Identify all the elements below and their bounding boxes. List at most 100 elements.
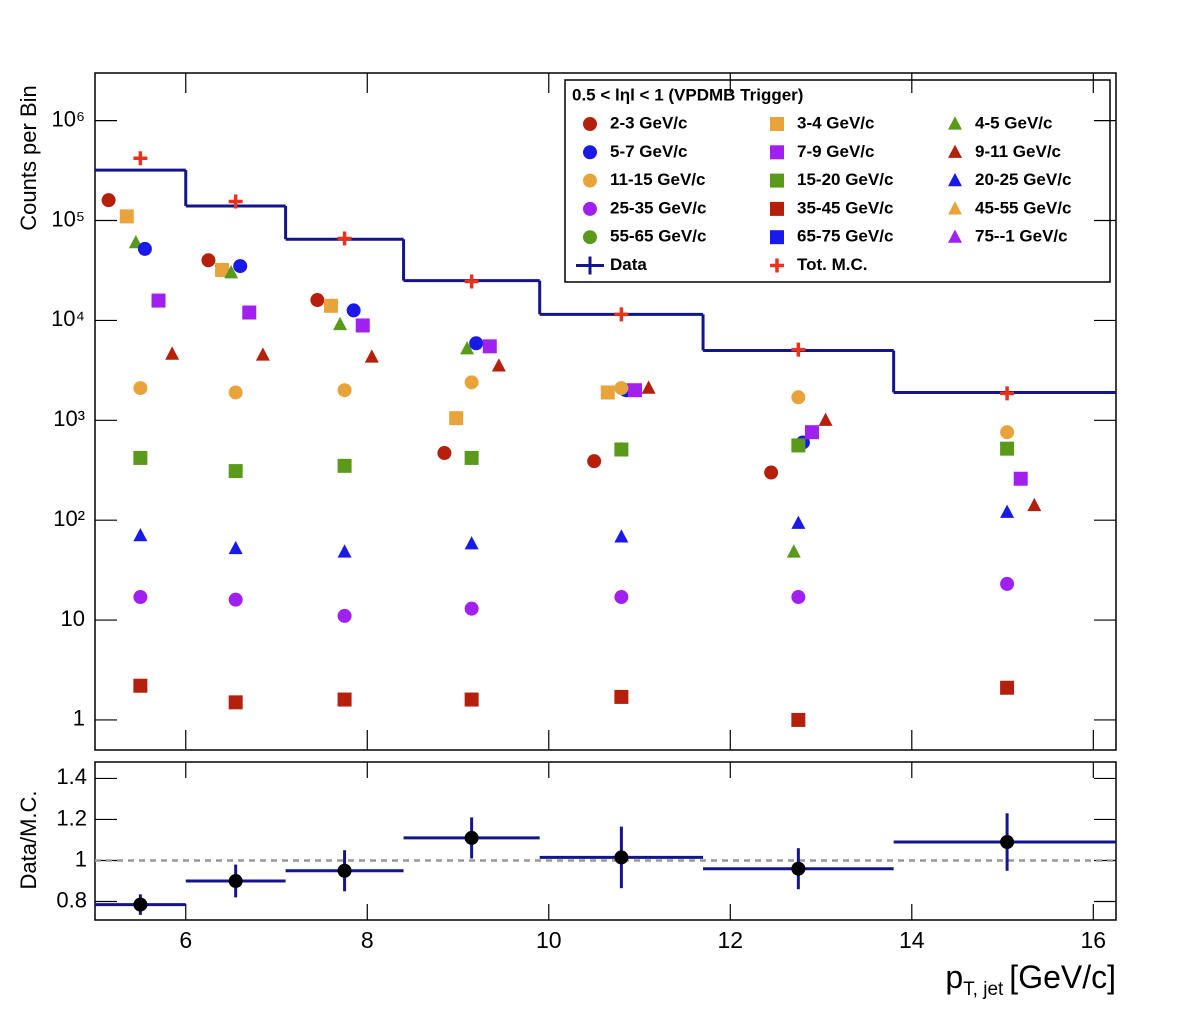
marker-square [791, 438, 806, 453]
marker-cross [133, 151, 148, 166]
legend-marker [948, 144, 962, 158]
x-label-main: p [945, 959, 963, 995]
legend-label: 5-7 GeV/c [610, 142, 688, 161]
legend-label: Tot. M.C. [797, 255, 868, 274]
marker-circle [337, 383, 352, 398]
y-tick-label: 10² [53, 506, 85, 531]
marker-circle [437, 446, 452, 461]
ratio-point [614, 850, 629, 865]
y-tick-label: 1.2 [56, 805, 87, 830]
x-label-sub: T, jet [963, 979, 1004, 1000]
marker-square [337, 692, 352, 707]
marker-circle [346, 303, 361, 318]
legend-label: 25-35 GeV/c [610, 198, 706, 217]
marker-triangle [255, 347, 270, 361]
y-tick-label: 1 [73, 706, 85, 731]
legend-marker [770, 117, 784, 131]
marker-circle [764, 465, 779, 480]
marker-square [464, 692, 479, 707]
marker-triangle [791, 515, 806, 529]
marker-square [614, 689, 629, 704]
legend-label: 11-15 GeV/c [610, 170, 705, 189]
marker-square [242, 305, 257, 320]
legend-label: 35-45 GeV/c [797, 198, 893, 217]
legend-label: 7-9 GeV/c [797, 142, 875, 161]
marker-square [323, 298, 338, 313]
legend-marker [770, 201, 784, 216]
legend-title: 0.5 < lηl < 1 (VPDMB Trigger) [572, 85, 803, 104]
marker-triangle [460, 341, 475, 355]
legend-label: 75--1 GeV/c [975, 227, 1068, 246]
legend-marker [948, 116, 962, 130]
marker-triangle [228, 540, 243, 555]
marker-circle [1000, 425, 1015, 440]
marker-square [791, 712, 806, 727]
marker-square [355, 318, 370, 333]
marker-cross [1000, 386, 1015, 401]
marker-cross [337, 231, 352, 246]
marker-triangle [1027, 497, 1042, 512]
marker-circle [201, 253, 216, 268]
marker-cross [614, 307, 629, 322]
legend-label: 3-4 GeV/c [797, 113, 875, 132]
x-axis-label: pT, jet [GeV/c] [945, 959, 1116, 1000]
ratio-point [337, 863, 352, 878]
marker-square [1013, 471, 1028, 486]
marker-triangle [337, 544, 352, 558]
marker-circle [469, 336, 484, 351]
marker-square [627, 383, 642, 398]
x-tick-label: 8 [361, 927, 374, 953]
y-tick-label: 10³ [53, 406, 85, 431]
marker-square [482, 339, 497, 354]
x-tick-label: 16 [1081, 927, 1107, 953]
ratio-point [228, 874, 243, 889]
y-tick-label: 10⁵ [51, 206, 85, 231]
marker-circle [1000, 576, 1015, 591]
legend-marker [770, 258, 784, 273]
marker-triangle [364, 349, 379, 363]
marker-square [119, 209, 134, 224]
ratio-point [464, 830, 479, 845]
marker-square [228, 695, 243, 710]
ratio-point [1000, 835, 1015, 850]
y-tick-label: 10⁶ [51, 106, 85, 131]
marker-circle [464, 601, 479, 616]
legend-marker [583, 145, 597, 160]
legend-marker [583, 173, 597, 188]
x-tick-label: 12 [717, 927, 743, 953]
legend-label: 55-65 GeV/c [610, 227, 706, 246]
y-tick-label: 10⁴ [51, 306, 85, 331]
marker-circle [228, 385, 243, 400]
legend-marker [770, 230, 784, 245]
legend-box [564, 79, 1111, 283]
marker-square [804, 425, 819, 440]
marker-cross [228, 194, 243, 209]
marker-square [133, 450, 148, 465]
marker-circle [337, 608, 352, 623]
marker-square [215, 262, 230, 277]
marker-triangle [786, 544, 801, 558]
marker-triangle [133, 527, 148, 542]
legend-marker [576, 256, 604, 275]
x-tick-label: 6 [179, 927, 192, 953]
marker-triangle [1000, 504, 1015, 518]
marker-triangle [818, 412, 833, 426]
marker-circle [464, 375, 479, 390]
legend-label: 15-20 GeV/c [797, 170, 893, 189]
marker-triangle [614, 529, 629, 543]
marker-square [449, 411, 464, 426]
legend-marker [583, 230, 597, 245]
marker-square [133, 678, 148, 693]
marker-square [464, 450, 479, 465]
legend-marker [948, 229, 962, 243]
legend-label: 9-11 GeV/c [975, 142, 1061, 161]
marker-circle [133, 590, 148, 605]
marker-triangle [641, 380, 656, 394]
legend-label: 4-5 GeV/c [975, 113, 1053, 132]
legend-marker [770, 173, 784, 188]
x-label-unit: [GeV/c] [1009, 959, 1116, 995]
marker-square [1000, 680, 1015, 695]
y-tick-label: 0.8 [56, 887, 87, 912]
legend-label: 20-25 GeV/c [975, 170, 1071, 189]
marker-circle [233, 259, 248, 274]
